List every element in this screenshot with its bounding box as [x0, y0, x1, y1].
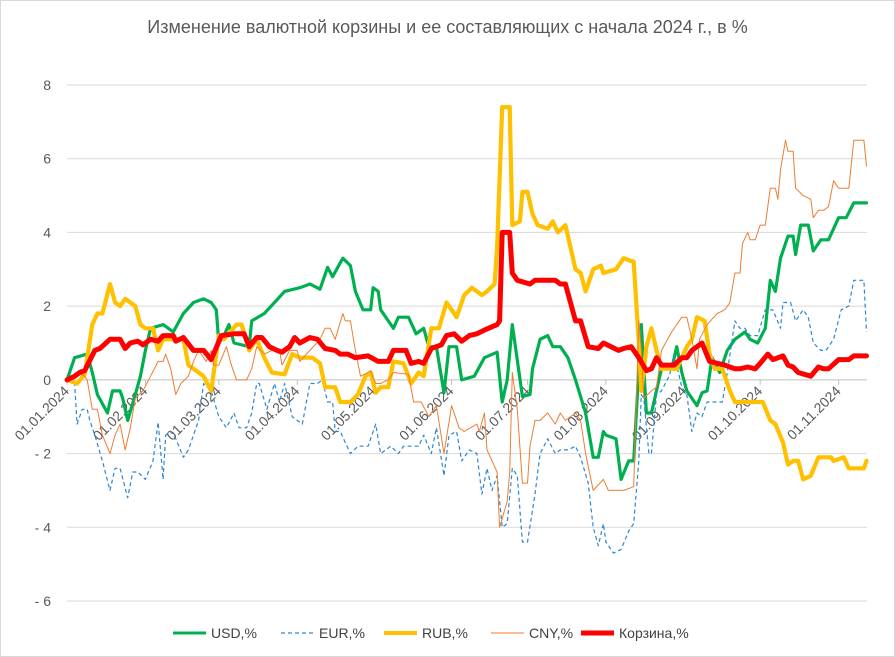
x-tick-label: 01.06.2024	[396, 383, 457, 444]
y-tick-label: 8	[43, 77, 51, 93]
legend-swatch-cny	[491, 632, 524, 634]
series-line-basket	[64, 229, 869, 383]
x-tick-label: 01.11.2024	[784, 383, 844, 443]
legend: USD,% EUR,% RUB,% CNY,% Корзина,%	[1, 623, 894, 643]
legend-label-usd: USD,%	[211, 625, 257, 641]
legend-item-rub: RUB,%	[384, 623, 468, 643]
x-tick-label: 01.10.2024	[704, 383, 765, 444]
legend-item-basket: Корзина,%	[581, 623, 689, 643]
series-line-eur	[66, 279, 868, 554]
series-line-usd	[65, 201, 869, 481]
y-tick-label: 6	[43, 151, 51, 167]
legend-label-cny: CNY,%	[529, 625, 574, 641]
y-tick-label: 4	[43, 224, 51, 240]
series-lines	[64, 105, 869, 554]
legend-item-usd: USD,%	[173, 623, 257, 643]
chart-title: Изменение валютной корзины и ее составля…	[147, 17, 748, 37]
y-axis-ticks: 8 6 4 2 0 - 2 - 4 - 6	[35, 77, 52, 609]
x-tick-label: 01.05.2024	[317, 383, 378, 444]
y-tick-label: - 6	[35, 593, 52, 609]
legend-label-eur: EUR,%	[319, 625, 365, 641]
y-tick-label: - 2	[35, 446, 52, 462]
x-tick-label: 01.01.2024	[11, 383, 72, 444]
legend-swatch-basket	[581, 630, 614, 636]
legend-label-rub: RUB,%	[422, 625, 468, 641]
legend-swatch-rub	[384, 631, 417, 635]
y-tick-label: - 4	[35, 519, 52, 535]
series-line-rub	[64, 105, 869, 482]
legend-swatch-usd	[173, 631, 206, 635]
series-line-cny	[66, 139, 867, 528]
x-tick-label: 01.04.2024	[241, 383, 302, 444]
legend-item-eur: EUR,%	[281, 623, 365, 643]
legend-swatch-eur	[281, 632, 314, 634]
y-tick-label: 0	[43, 372, 51, 388]
y-tick-label: 2	[43, 298, 51, 314]
legend-label-basket: Корзина,%	[619, 625, 689, 641]
x-tick-label: 01.03.2024	[163, 383, 224, 444]
legend-item-cny: CNY,%	[491, 623, 573, 643]
